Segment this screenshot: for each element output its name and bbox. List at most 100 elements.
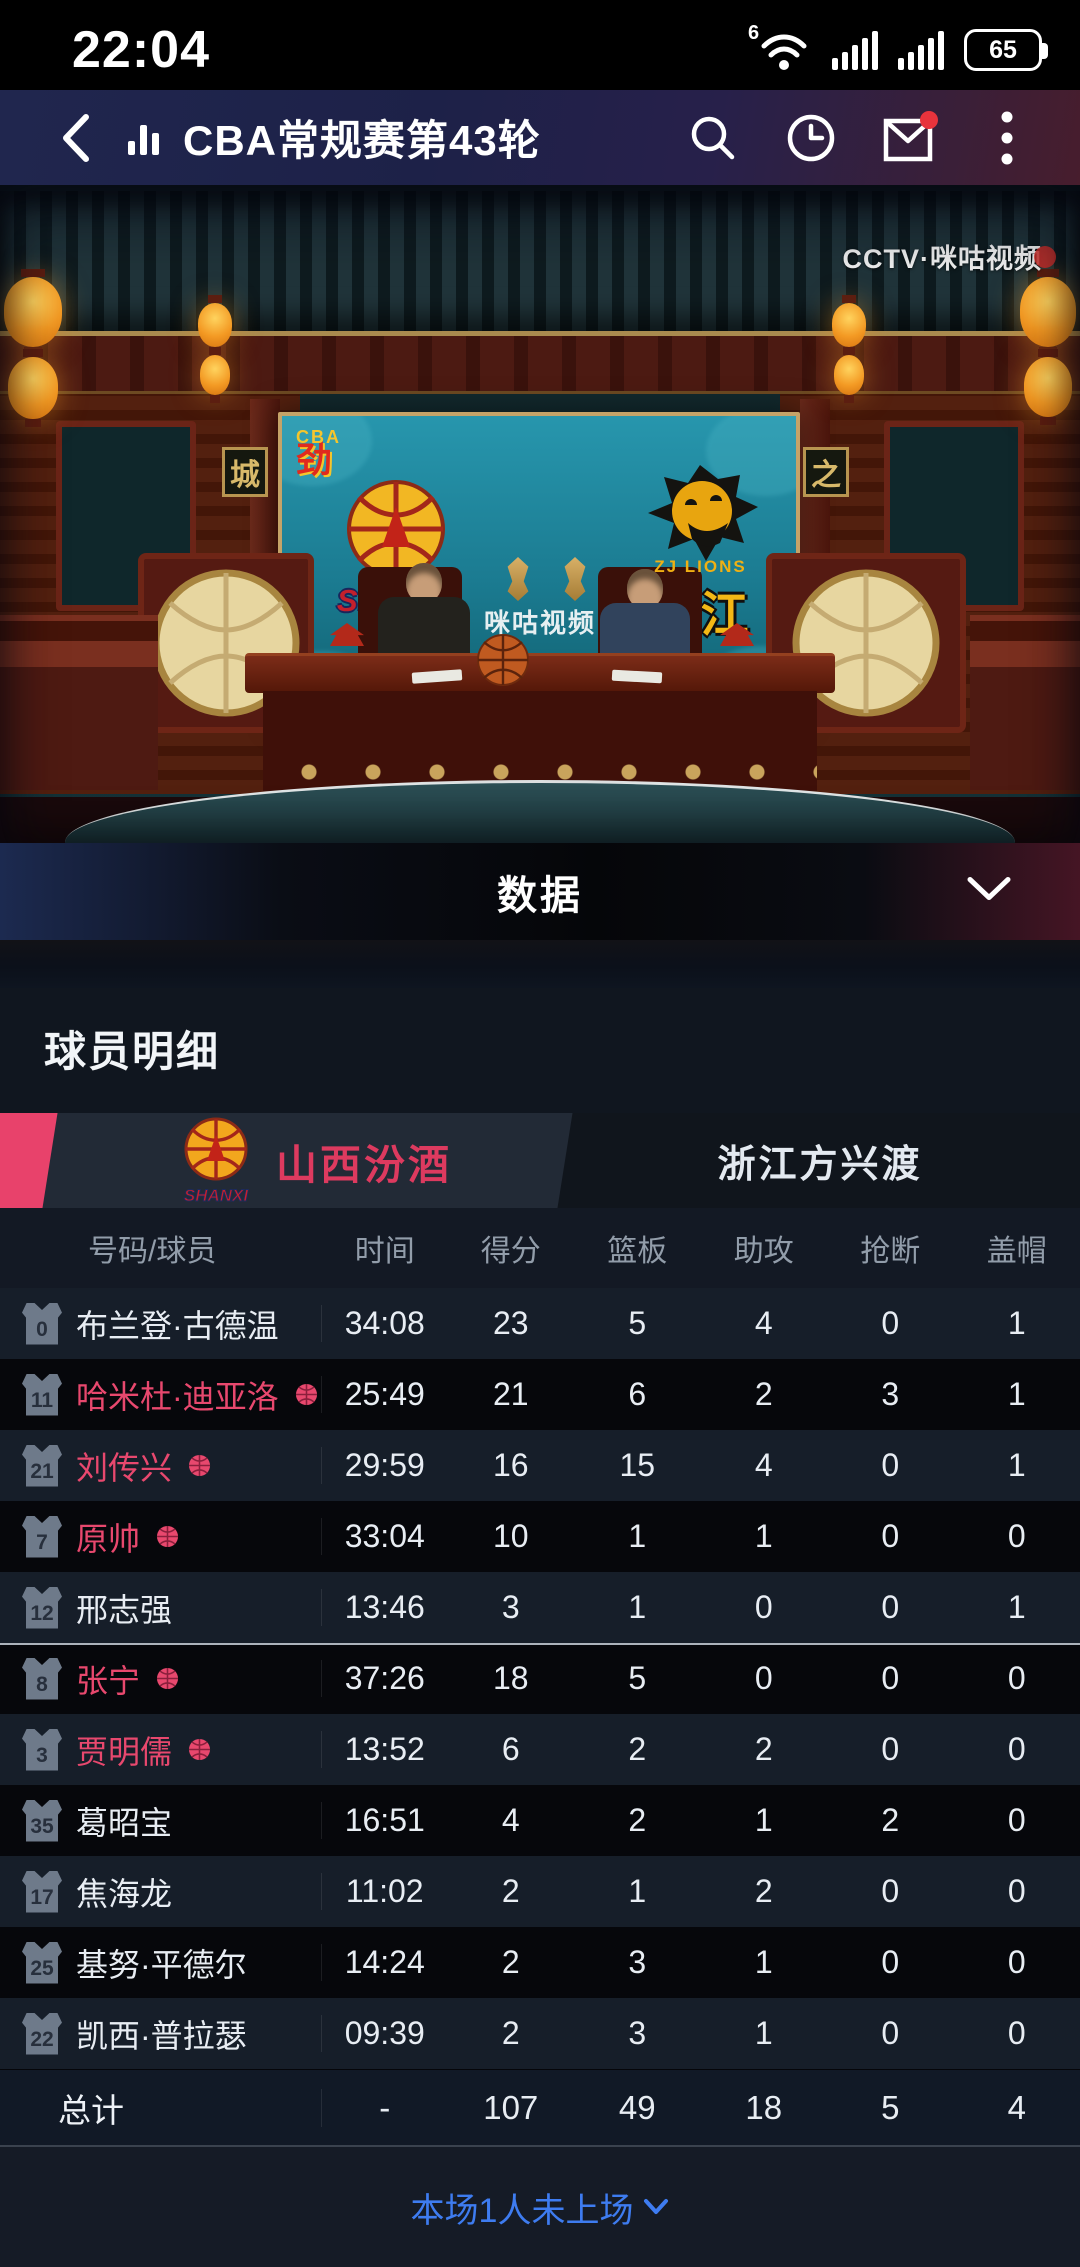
player-name: 布兰登·古德温 [76, 1307, 279, 1344]
lantern [832, 295, 866, 355]
stat-time: 34:08 [321, 1305, 448, 1342]
table-row[interactable]: 8 张宁 37:26 18 5 0 0 0 [0, 1643, 1080, 1714]
tab-shanxi[interactable]: SHANXI 山西汾酒 [80, 1113, 550, 1208]
stat-blocks: 0 [1007, 2015, 1026, 2051]
studio-roof [0, 191, 1080, 333]
player-cell: 21 刘传兴 [0, 1443, 321, 1489]
player-name: 哈米杜·迪亚洛 [76, 1378, 279, 1415]
mail-icon[interactable] [880, 109, 938, 167]
player-cell: 17 焦海龙 [0, 1869, 321, 1915]
on-court-ball-icon [295, 1383, 317, 1406]
team-tabs: SHANXI 山西汾酒 浙江方兴渡 [0, 1113, 1080, 1208]
stat-points: 3 [501, 1589, 520, 1625]
stat-points: 16 [492, 1447, 529, 1483]
totals-steals: 5 [881, 2088, 900, 2126]
stat-steals: 0 [881, 2015, 900, 2051]
tab-shanxi-label: 山西汾酒 [276, 1141, 452, 1188]
gold-ornament-right [564, 557, 586, 601]
stat-blocks: 0 [1007, 1873, 1026, 1909]
stat-rebounds: 5 [628, 1660, 647, 1696]
stat-points: 21 [492, 1376, 529, 1412]
stat-rebounds: 3 [628, 2015, 647, 2051]
stat-assists: 2 [754, 1873, 773, 1909]
player-name: 凯西·普拉瑟 [76, 2017, 247, 2054]
back-button[interactable] [46, 109, 104, 167]
table-row[interactable]: 17 焦海龙 11:02 2 1 2 0 0 [0, 1856, 1080, 1927]
jersey-number-icon: 35 [22, 1799, 62, 1842]
stat-points: 4 [501, 1802, 520, 1838]
stat-assists: 4 [754, 1447, 773, 1483]
player-name: 邢志强 [76, 1591, 173, 1628]
lantern [1024, 349, 1072, 425]
lantern [834, 347, 864, 403]
stat-time: 29:59 [321, 1447, 448, 1484]
table-row[interactable]: 25 基努·平德尔 14:24 2 3 1 0 0 [0, 1927, 1080, 1998]
jersey-number-icon: 22 [22, 2012, 62, 2055]
stairs-railing-left [0, 615, 158, 790]
jersey-number-icon: 0 [22, 1302, 62, 1345]
history-clock-icon[interactable] [782, 109, 840, 167]
data-panel-label: 数据 [497, 873, 583, 918]
jersey-number-icon: 3 [22, 1728, 62, 1771]
stat-rebounds: 15 [619, 1447, 656, 1483]
stat-assists: 1 [754, 1518, 773, 1554]
table-row[interactable]: 22 凯西·普拉瑟 09:39 2 3 1 0 0 [0, 1998, 1080, 2069]
jersey-number-icon: 12 [22, 1586, 62, 1629]
nav-bar: CBA常规赛第43轮 [0, 90, 1080, 185]
stat-points: 18 [492, 1660, 529, 1696]
jersey-number-icon: 8 [22, 1657, 62, 1700]
stat-assists: 1 [754, 1802, 773, 1838]
table-row[interactable]: 11 哈米杜·迪亚洛 25:49 21 6 2 3 1 [0, 1359, 1080, 1430]
stat-assists: 2 [754, 1731, 773, 1767]
jersey-number-icon: 7 [22, 1515, 62, 1558]
stat-time: 14:24 [321, 1944, 448, 1981]
search-icon[interactable] [684, 109, 742, 167]
stat-points: 23 [492, 1305, 529, 1341]
table-row[interactable]: 7 原帅 33:04 10 1 1 0 0 [0, 1501, 1080, 1572]
video-player[interactable]: 劲 CBA SHANXI ZJ LIONS 浙江 咪咕视频 城 之 [0, 185, 1080, 843]
table-row[interactable]: 21 刘传兴 29:59 16 15 4 0 1 [0, 1430, 1080, 1501]
player-name: 葛昭宝 [76, 1804, 173, 1841]
tab-zhejiang[interactable]: 浙江方兴渡 [560, 1113, 1080, 1208]
desk-basketball [477, 634, 529, 686]
data-panel-toggle[interactable]: 数据 [0, 843, 1080, 940]
table-row[interactable]: 35 葛昭宝 16:51 4 2 1 2 0 [0, 1785, 1080, 1856]
player-cell: 11 哈米杜·迪亚洛 [0, 1372, 321, 1418]
zhejiang-lion-logo [648, 465, 758, 561]
stat-points: 2 [501, 2015, 520, 2051]
player-rows: 0 布兰登·古德温 34:08 23 5 4 0 1 11 哈米杜·迪亚洛 [0, 1288, 1080, 2069]
totals-time: - [321, 2088, 448, 2127]
stat-rebounds: 2 [628, 1731, 647, 1767]
wifi-icon: 6 [748, 22, 812, 72]
table-row[interactable]: 12 邢志强 13:46 3 1 0 0 1 [0, 1572, 1080, 1643]
battery-level: 65 [989, 35, 1017, 64]
wifi6-label: 6 [748, 22, 760, 44]
stat-rebounds: 2 [628, 1802, 647, 1838]
player-cell: 12 邢志强 [0, 1585, 321, 1631]
player-cell: 35 葛昭宝 [0, 1798, 321, 1844]
totals-rebounds: 49 [618, 2088, 656, 2126]
stat-rebounds: 5 [628, 1305, 647, 1341]
clock-time: 22:04 [72, 21, 210, 79]
lantern [4, 269, 62, 355]
table-row[interactable]: 3 贾明儒 13:52 6 2 2 0 0 [0, 1714, 1080, 1785]
chevron-down-icon[interactable] [966, 875, 1012, 908]
stat-rebounds: 1 [628, 1518, 647, 1554]
chevron-down-icon [644, 2199, 669, 2214]
column-assists: 助攻 [733, 1235, 794, 1268]
more-menu-icon[interactable] [978, 109, 1036, 167]
stat-points: 6 [501, 1731, 520, 1767]
jersey-number-icon: 11 [22, 1373, 62, 1416]
lantern [1020, 269, 1076, 355]
column-steals: 抢断 [860, 1235, 921, 1268]
table-row[interactable]: 0 布兰登·古德温 34:08 23 5 4 0 1 [0, 1288, 1080, 1359]
stat-steals: 0 [881, 1660, 900, 1696]
on-court-ball-icon [156, 1667, 179, 1690]
column-rebounds: 篮板 [607, 1235, 668, 1268]
stat-blocks: 1 [1007, 1305, 1026, 1341]
column-time: 时间 [354, 1235, 415, 1268]
stat-assists: 0 [754, 1660, 773, 1696]
did-not-play-link[interactable]: 本场1人未上场 [411, 2183, 670, 2232]
player-cell: 8 张宁 [0, 1656, 321, 1702]
stat-time: 11:02 [321, 1873, 448, 1910]
